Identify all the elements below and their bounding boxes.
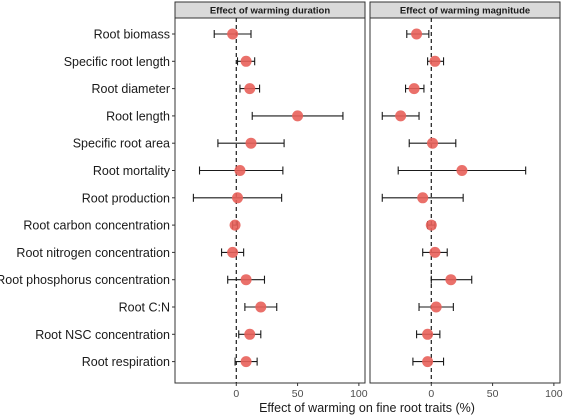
trait-label: Root mortality bbox=[93, 164, 171, 178]
x-axis-title: Effect of warming on fine root traits (%… bbox=[259, 401, 475, 415]
trait-label: Root nitrogen concentration bbox=[16, 246, 170, 260]
trait-label: Root biomass bbox=[94, 28, 170, 42]
trait-labels: Root biomass Specific root length Root dia… bbox=[0, 28, 175, 369]
effect-point bbox=[292, 110, 304, 122]
effect-point bbox=[232, 192, 244, 204]
trait-label: Root phosphorus concentration bbox=[0, 273, 170, 287]
effect-point bbox=[234, 165, 246, 176]
effect-point bbox=[445, 274, 457, 286]
panel-frame bbox=[369, 17, 561, 384]
effect-point bbox=[408, 83, 420, 95]
effect-point bbox=[430, 301, 442, 313]
effect-point bbox=[425, 219, 437, 231]
effect-point bbox=[244, 328, 256, 340]
effect-point bbox=[240, 356, 252, 368]
panel-title: Effect of warming magnitude bbox=[400, 6, 530, 17]
x-tick-label: 50 bbox=[292, 388, 304, 400]
effect-point bbox=[456, 165, 468, 176]
effect-point bbox=[411, 28, 423, 40]
effect-point bbox=[429, 246, 441, 258]
effect-point bbox=[227, 246, 239, 258]
trait-label: Root length bbox=[106, 109, 170, 123]
effect-point bbox=[417, 192, 429, 204]
trait-label: Specific root area bbox=[73, 137, 170, 151]
panel-frame bbox=[174, 17, 366, 384]
x-tick-label: 100 bbox=[350, 388, 368, 400]
trait-label: Root C:N bbox=[119, 301, 170, 315]
trait-label: Root diameter bbox=[91, 82, 170, 96]
effect-point bbox=[429, 55, 441, 67]
effect-point bbox=[245, 137, 257, 149]
effect-point bbox=[240, 55, 252, 67]
effect-point bbox=[244, 83, 256, 95]
x-tick-label: 0 bbox=[233, 388, 239, 400]
trait-label: Specific root length bbox=[64, 55, 170, 69]
trait-label: Root carbon concentration bbox=[23, 219, 170, 233]
effect-point bbox=[395, 110, 407, 122]
x-tick-label: 0 bbox=[428, 388, 434, 400]
panel-magnitude: Effect of warming magnitude 0 50 100 bbox=[369, 1, 563, 400]
x-tick-label: 100 bbox=[545, 388, 563, 400]
effect-point bbox=[422, 328, 434, 340]
trait-label: Root NSC concentration bbox=[35, 328, 170, 342]
panel-duration: Effect of warming duration 0 50 100 bbox=[174, 1, 368, 400]
effect-point bbox=[227, 28, 239, 40]
effect-point bbox=[422, 356, 434, 368]
effect-point bbox=[427, 137, 439, 149]
trait-label: Root production bbox=[82, 191, 170, 205]
effect-point bbox=[255, 301, 267, 313]
trait-label: Root respiration bbox=[82, 355, 170, 369]
panel-title: Effect of warming duration bbox=[210, 6, 331, 17]
effect-point bbox=[240, 274, 252, 286]
effect-point bbox=[229, 219, 241, 231]
x-tick-label: 50 bbox=[487, 388, 499, 400]
